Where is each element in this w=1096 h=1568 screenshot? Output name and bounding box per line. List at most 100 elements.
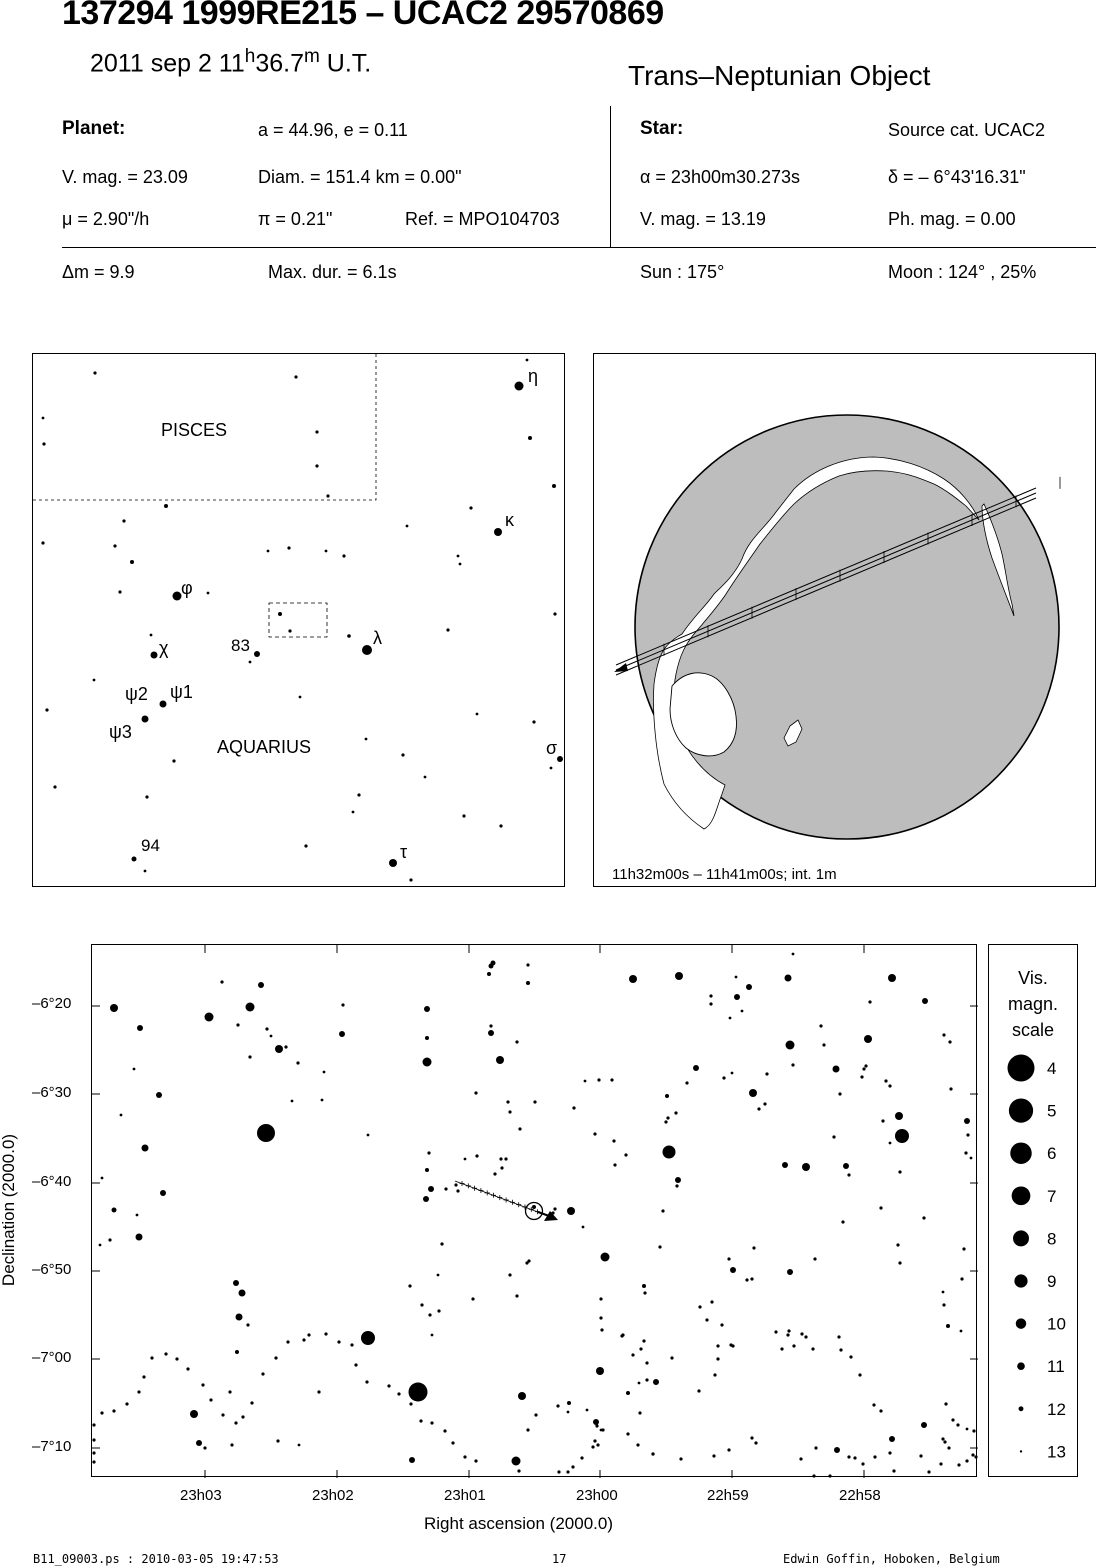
field-star	[489, 1024, 493, 1028]
field-star	[490, 960, 496, 966]
map-star	[150, 651, 158, 659]
field-star	[235, 1350, 239, 1354]
field-star	[675, 1184, 679, 1188]
field-star	[843, 1163, 849, 1169]
field-star	[596, 1443, 600, 1447]
field-star	[456, 1189, 460, 1193]
field-star	[599, 1297, 603, 1301]
field-star	[601, 1428, 605, 1432]
map-star	[131, 856, 137, 862]
field-star	[142, 1375, 146, 1379]
field-star	[274, 1356, 278, 1360]
field-star	[675, 1177, 681, 1183]
field-star	[800, 1332, 804, 1336]
map-star	[528, 436, 532, 440]
field-star	[515, 1040, 519, 1044]
field-star	[965, 1427, 969, 1431]
field-star	[100, 1176, 104, 1180]
map-star	[326, 494, 330, 498]
field-star	[111, 1207, 117, 1213]
map-star	[113, 544, 117, 548]
field-star	[92, 1423, 96, 1427]
field-star	[119, 1113, 123, 1117]
time-scale: U.T.	[319, 49, 372, 78]
shadow-path-center	[615, 492, 1037, 671]
field-star	[320, 1098, 324, 1102]
star-label-sigma: σ	[546, 738, 558, 758]
field-star	[553, 1207, 557, 1211]
map-star	[446, 628, 450, 632]
scale-magnitude-label: 11	[1047, 1357, 1065, 1376]
landmass-east-coast	[981, 503, 1015, 617]
field-star	[515, 1294, 519, 1298]
field-star	[814, 1446, 818, 1450]
y-tick-label: –7°00	[32, 1349, 72, 1366]
field-star	[966, 1133, 970, 1137]
field-star	[286, 1340, 290, 1344]
y-tick-label: –7°10	[32, 1438, 72, 1455]
field-star	[409, 1402, 413, 1406]
field-star	[440, 1242, 444, 1246]
chart-field-box	[268, 602, 328, 638]
star-vmag: V. mag. = 13.19	[640, 209, 766, 229]
field-star	[160, 1190, 166, 1196]
field-star	[787, 1269, 793, 1275]
field-star	[631, 1353, 635, 1357]
field-star	[734, 994, 740, 1000]
field-star	[245, 1002, 255, 1012]
field-star	[959, 1329, 963, 1333]
field-star	[828, 1474, 832, 1478]
axis-ticks	[92, 945, 978, 1478]
field-star	[811, 1347, 815, 1351]
field-star	[838, 1092, 842, 1096]
map-star	[553, 612, 557, 616]
field-star	[948, 1040, 952, 1044]
map-star	[469, 506, 473, 510]
field-star	[276, 1439, 280, 1443]
field-star	[258, 982, 264, 988]
field-star	[610, 1078, 614, 1082]
map-star	[42, 442, 46, 446]
event-date: 2011 sep 2 11	[90, 49, 245, 78]
field-star	[408, 1382, 428, 1402]
map-star	[525, 358, 529, 362]
field-star	[290, 1099, 294, 1103]
planet-orbit: a = 44.96, e = 0.11	[258, 120, 408, 140]
field-star	[679, 1457, 683, 1461]
field-star	[919, 1454, 923, 1458]
field-star	[712, 1454, 716, 1458]
map-star	[298, 695, 302, 699]
field-star	[339, 1031, 345, 1037]
field-star	[892, 1469, 896, 1473]
map-star	[423, 775, 427, 779]
field-star	[884, 1079, 888, 1083]
field-star	[566, 1470, 570, 1474]
field-star	[974, 1455, 978, 1459]
globe-caption: 11h32m00s – 11h41m00s; int. 1m	[612, 866, 837, 883]
field-star	[238, 1289, 246, 1297]
field-star	[969, 1156, 973, 1160]
map-star	[475, 712, 479, 716]
field-star	[204, 1012, 214, 1022]
field-star	[799, 1457, 803, 1461]
constellation-name: AQUARIUS	[217, 737, 312, 757]
field-star	[834, 1447, 840, 1453]
field-star	[525, 1261, 529, 1265]
planet-parallax: π = 0.21"	[258, 209, 333, 229]
field-star	[366, 1133, 370, 1137]
map-star	[164, 504, 168, 508]
map-star	[149, 633, 153, 637]
field-star	[527, 1259, 531, 1263]
field-star	[962, 1247, 966, 1251]
field-star	[971, 1453, 975, 1457]
map-star	[552, 484, 556, 488]
field-star	[593, 1132, 597, 1136]
field-star	[474, 1459, 478, 1463]
field-stars	[92, 952, 978, 1478]
star-label-chi: χ	[159, 638, 169, 658]
field-star	[749, 1089, 757, 1097]
star-label-psi3: ψ3	[109, 722, 132, 742]
field-star	[898, 1261, 902, 1265]
field-star	[190, 1410, 198, 1418]
map-star	[549, 766, 553, 770]
